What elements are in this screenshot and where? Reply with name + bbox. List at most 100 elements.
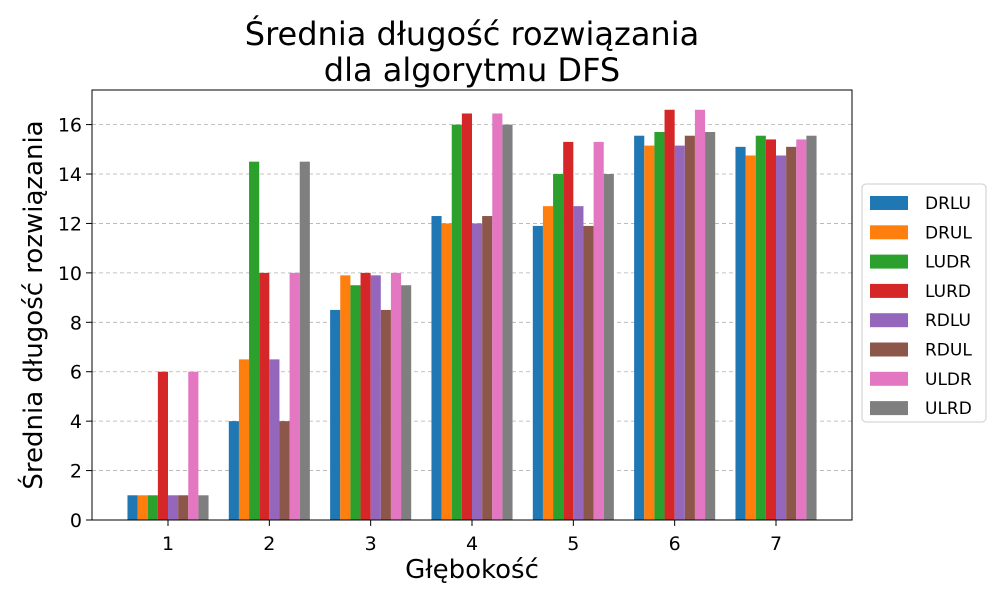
bar-drul-7	[745, 155, 756, 520]
bar-drul-3	[340, 275, 351, 520]
bar-ulrd-7	[806, 135, 817, 520]
bar-ulrd-6	[705, 132, 716, 521]
x-tick-label: 3	[365, 533, 377, 555]
bar-lurd-1	[157, 371, 168, 520]
bar-rdul-2	[279, 421, 290, 520]
y-tick-label: 12	[58, 213, 82, 235]
bar-uldr-4	[492, 113, 503, 520]
x-tick-label: 5	[567, 533, 579, 555]
x-axis: 1 2 3 4 5 6 7	[162, 520, 782, 555]
bar-uldr-5	[593, 141, 604, 520]
bar-rdlu-3	[370, 275, 381, 520]
legend-swatch-ludr	[870, 254, 908, 269]
legend-swatch-drul	[870, 225, 908, 240]
y-tick-label: 8	[70, 312, 82, 334]
bar-rdlu-2	[269, 359, 280, 520]
y-tick-label: 0	[70, 510, 82, 532]
bar-lurd-2	[259, 272, 270, 520]
legend-label-drlu: DRLU	[925, 194, 971, 214]
legend-swatch-drlu	[870, 196, 908, 210]
legend-label-ludr: LUDR	[925, 253, 971, 273]
bar-drul-5	[542, 206, 554, 521]
legend-swatch-uldr	[870, 371, 908, 386]
bar-drlu-5	[532, 225, 543, 520]
chart-title-line: Średnia długość rozwiązania	[245, 14, 699, 53]
bar-ulrd-2	[299, 161, 310, 520]
bar-lurd-6	[664, 109, 675, 521]
bar-rdul-1	[178, 495, 189, 520]
bar-rdul-7	[786, 146, 797, 520]
bar-ludr-6	[654, 132, 665, 521]
bar-uldr-7	[796, 139, 807, 520]
bar-drlu-7	[735, 146, 746, 520]
legend-label-drul: DRUL	[925, 223, 972, 243]
bar-uldr-6	[694, 109, 706, 521]
y-axis: 0 2 4 6 8 10 12 14 16	[58, 115, 92, 532]
bar-lurd-4	[461, 113, 472, 520]
y-tick-label: 6	[70, 362, 82, 384]
legend-label-rdlu: RDLU	[925, 311, 971, 331]
y-tick-label: 14	[58, 164, 82, 186]
x-tick-label: 1	[162, 533, 174, 555]
bars-layer	[127, 109, 817, 521]
y-axis-label: Średnia długość rozwiązania	[17, 120, 49, 489]
bar-uldr-1	[188, 371, 199, 520]
legend-swatch-lurd	[870, 283, 908, 298]
bar-ulrd-4	[502, 124, 513, 520]
y-tick-label: 10	[58, 263, 82, 285]
bar-drlu-3	[330, 309, 341, 520]
bar-drul-6	[644, 145, 655, 520]
legend-swatch-ulrd	[870, 401, 908, 416]
legend-swatch-rdlu	[870, 313, 908, 328]
legend-swatch-rdul	[870, 342, 908, 357]
bar-rdlu-4	[472, 223, 483, 520]
bar-drlu-4	[431, 216, 442, 520]
bar-ludr-2	[249, 161, 260, 520]
legend-label-lurd: LURD	[925, 282, 971, 302]
bar-drlu-1	[127, 495, 138, 520]
bar-lurd-3	[360, 272, 371, 520]
bar-rdlu-1	[168, 495, 179, 520]
bar-uldr-2	[289, 272, 300, 520]
bar-ludr-7	[755, 135, 766, 520]
bar-lurd-5	[563, 141, 574, 520]
x-tick-label: 7	[770, 533, 782, 555]
bar-rdul-5	[583, 225, 594, 520]
x-axis-label: Głębokość	[405, 555, 539, 585]
bar-drul-2	[238, 359, 250, 520]
y-tick-label: 4	[70, 411, 82, 433]
bar-ulrd-3	[401, 285, 412, 520]
bar-ulrd-1	[198, 495, 209, 520]
bar-rdul-3	[380, 309, 391, 520]
bar-lurd-7	[765, 139, 776, 520]
bar-ludr-3	[350, 285, 361, 520]
bar-ludr-1	[147, 495, 158, 520]
x-tick-label: 6	[669, 533, 681, 555]
bar-rdul-4	[482, 216, 493, 520]
y-tick-label: 2	[70, 461, 82, 483]
chart-title-line: dla algorytmu DFS	[324, 51, 620, 89]
bar-ludr-5	[553, 174, 564, 520]
bar-drlu-6	[634, 135, 645, 520]
legend-label-uldr: ULDR	[925, 370, 972, 390]
x-tick-label: 4	[466, 533, 478, 555]
y-tick-label: 16	[58, 115, 82, 137]
bar-drlu-2	[228, 421, 239, 520]
bar-rdlu-6	[674, 145, 685, 520]
bar-rdlu-5	[573, 206, 584, 521]
legend-label-ulrd: ULRD	[925, 399, 972, 419]
legend-box	[861, 183, 987, 423]
bar-uldr-3	[390, 272, 402, 520]
chart-title: Średnia długość rozwiązania dla algorytmu…	[245, 14, 699, 89]
bar-ulrd-5	[603, 174, 614, 520]
bar-drul-1	[137, 495, 148, 520]
bar-ludr-4	[451, 124, 462, 520]
bar-rdlu-7	[776, 155, 787, 520]
x-tick-label: 2	[263, 533, 275, 555]
legend-label-rdul: RDUL	[925, 341, 972, 361]
bar-drul-4	[441, 223, 452, 520]
bar-rdul-6	[684, 135, 695, 520]
legend: DRLU DRUL LUDR LURD RDLU RDUL ULDR ULRD	[861, 183, 987, 423]
